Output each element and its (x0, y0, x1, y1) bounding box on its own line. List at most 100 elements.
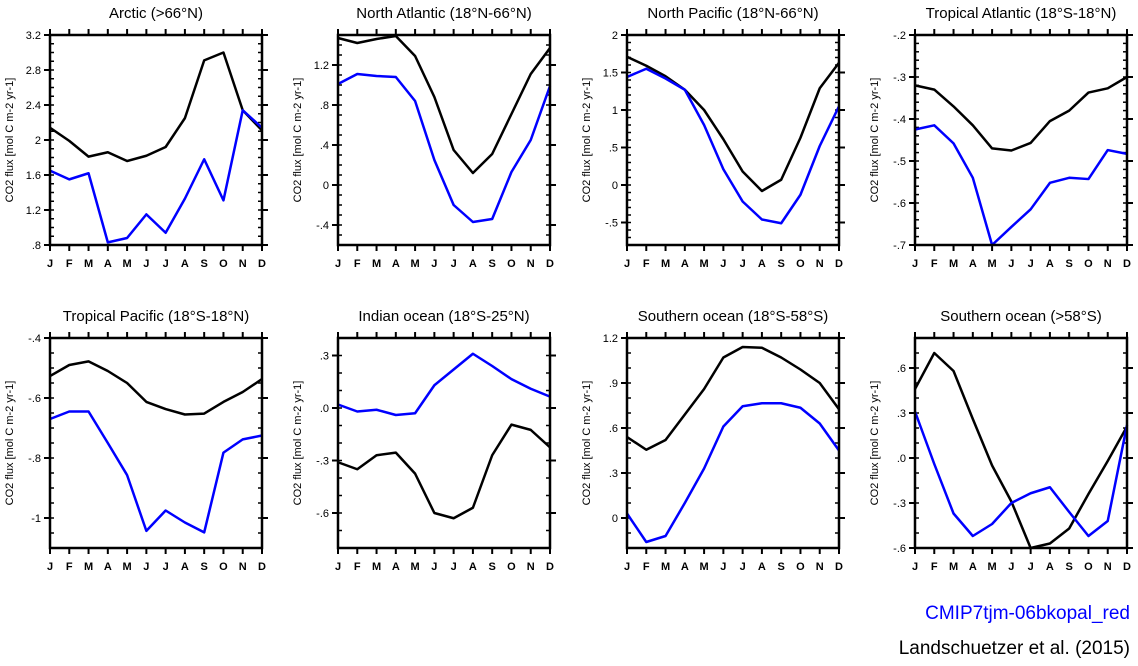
plot-frame (625, 336, 841, 550)
y-tick-label: 1.2 (26, 205, 41, 217)
y-tick-label: .5 (609, 143, 618, 155)
x-tick-label: O (796, 258, 805, 270)
x-tick-label: M (411, 561, 420, 573)
observations-line (626, 55, 840, 193)
y-tick-label: 2.4 (26, 100, 41, 112)
model-line (913, 411, 1129, 538)
x-tick-label: J (1028, 258, 1034, 270)
plot-frame (913, 33, 1129, 247)
x-tick-label: D (546, 561, 554, 573)
y-tick-label: -.6 (893, 543, 906, 555)
y-axis-label: CO2 flux [mol C m-2 yr-1] (4, 78, 16, 203)
y-tick-label: -.8 (28, 453, 41, 465)
plot-frame (336, 336, 552, 550)
x-tick-label: F (66, 561, 73, 573)
y-tick-label: 1.2 (314, 60, 329, 72)
y-tick-label: -.4 (893, 114, 906, 126)
x-tick-label: F (66, 258, 73, 270)
y-tick-label: .3 (609, 468, 618, 480)
panel-title: Southern ocean (18°S-58°S) (638, 308, 828, 325)
panel-2: North Atlantic (18°N-66°N) CO2 flux [mol … (292, 5, 556, 270)
x-tick-label: A (1046, 258, 1054, 270)
x-tick-label: F (354, 258, 361, 270)
x-tick-label: F (931, 258, 938, 270)
y-tick-label: .8 (320, 100, 329, 112)
x-tick-label: J (431, 258, 437, 270)
y-tick-label: 0 (612, 180, 618, 192)
y-tick-label: 1.5 (603, 68, 618, 80)
y-tick-label: -1 (31, 513, 41, 525)
x-tick-label: O (219, 258, 228, 270)
x-tick-label: A (392, 561, 400, 573)
observations-line (337, 34, 552, 175)
y-tick-label: 0 (612, 513, 618, 525)
x-tick-label: A (681, 258, 689, 270)
x-tick-label: S (201, 561, 208, 573)
x-tick-label: M (988, 561, 997, 573)
panel-5: Tropical Pacific (18°S-18°N) CO2 flux [mo… (4, 308, 268, 573)
x-tick-label: O (507, 561, 516, 573)
y-tick-label: .3 (320, 351, 329, 363)
x-tick-label: A (392, 258, 400, 270)
x-tick-label: A (758, 561, 766, 573)
y-tick-label: .0 (897, 453, 906, 465)
y-tick-label: .3 (897, 408, 906, 420)
x-tick-label: D (1123, 561, 1131, 573)
x-tick-label: F (931, 561, 938, 573)
y-tick-label: 1.2 (603, 333, 618, 345)
x-tick-label: A (681, 561, 689, 573)
panel-4: Tropical Atlantic (18°S-18°N) CO2 flux [m… (869, 5, 1133, 270)
x-tick-label: M (661, 258, 670, 270)
x-tick-label: S (201, 258, 208, 270)
x-tick-label: D (258, 258, 266, 270)
model-line (625, 402, 841, 544)
x-tick-label: D (546, 258, 554, 270)
y-tick-label: .6 (897, 363, 906, 375)
x-tick-label: J (47, 561, 53, 573)
x-tick-label: A (181, 561, 189, 573)
x-tick-label: N (239, 258, 247, 270)
y-axis-label: CO2 flux [mol C m-2 yr-1] (869, 381, 881, 506)
x-tick-label: O (219, 561, 228, 573)
x-tick-label: A (104, 561, 112, 573)
x-tick-label: O (1084, 561, 1093, 573)
x-tick-label: J (1008, 258, 1014, 270)
y-axis-label: CO2 flux [mol C m-2 yr-1] (4, 381, 16, 506)
x-tick-label: M (84, 258, 93, 270)
y-tick-label: -.6 (28, 393, 41, 405)
plot-frame (48, 33, 264, 247)
model-line (49, 410, 263, 534)
y-axis-label: CO2 flux [mol C m-2 yr-1] (869, 78, 881, 203)
plot-frame (336, 33, 552, 247)
x-tick-label: F (643, 561, 650, 573)
y-axis-label: CO2 flux [mol C m-2 yr-1] (292, 381, 304, 506)
x-tick-label: M (123, 258, 132, 270)
panel-title: Southern ocean (>58°S) (940, 308, 1102, 325)
x-tick-label: J (335, 561, 341, 573)
y-tick-label: -.5 (893, 156, 906, 168)
x-tick-label: J (163, 258, 169, 270)
x-tick-label: J (143, 258, 149, 270)
x-tick-label: J (624, 561, 630, 573)
x-tick-label: M (372, 561, 381, 573)
x-tick-label: J (912, 561, 918, 573)
model-line (914, 124, 1128, 247)
x-tick-label: M (661, 561, 670, 573)
x-tick-label: N (816, 561, 824, 573)
observations-line (337, 423, 551, 520)
x-tick-label: M (949, 561, 958, 573)
x-tick-label: S (778, 561, 785, 573)
x-tick-label: M (84, 561, 93, 573)
x-tick-label: F (643, 258, 650, 270)
x-tick-label: J (451, 561, 457, 573)
x-tick-label: M (988, 258, 997, 270)
x-tick-label: O (507, 258, 516, 270)
observations-line (626, 345, 841, 451)
panel-8: Southern ocean (>58°S) CO2 flux [mol C m-… (869, 308, 1133, 573)
observations-line (49, 360, 263, 416)
y-tick-label: -.3 (893, 72, 906, 84)
x-tick-label: O (796, 561, 805, 573)
x-tick-label: A (104, 258, 112, 270)
x-tick-label: N (1104, 258, 1112, 270)
y-tick-label: .9 (609, 378, 618, 390)
